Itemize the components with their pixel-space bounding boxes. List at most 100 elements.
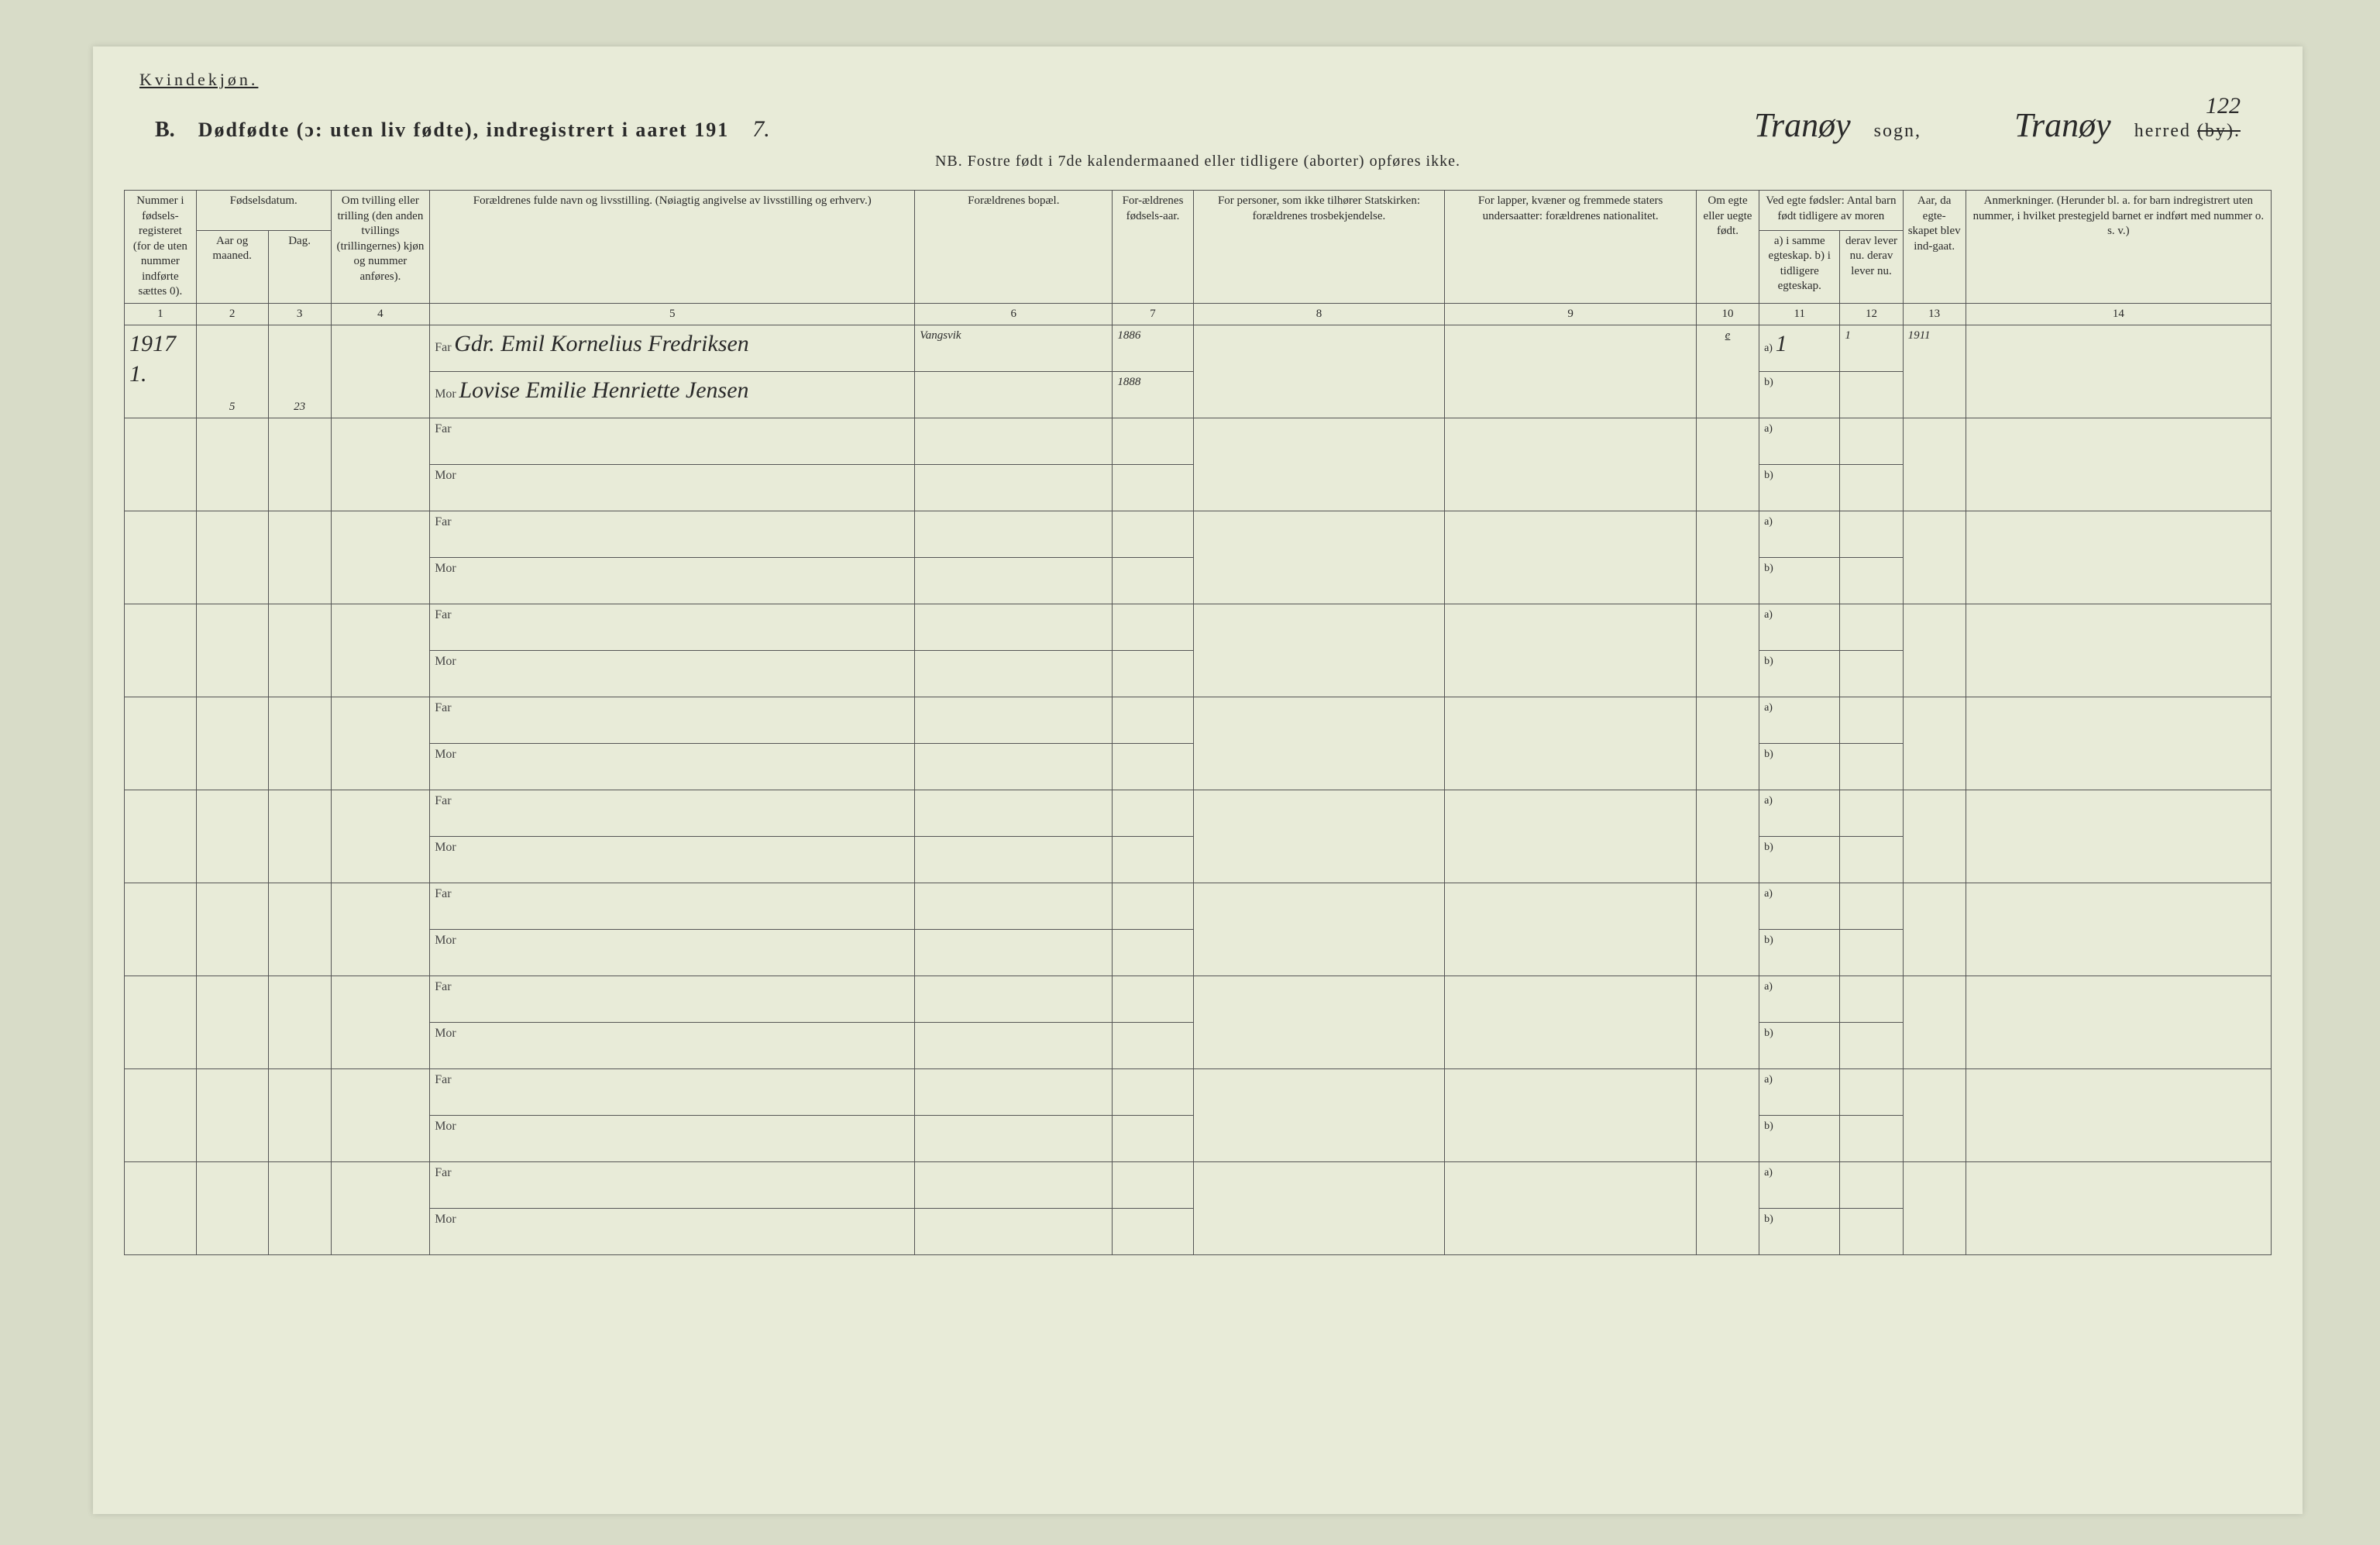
colnum-3: 3	[268, 303, 331, 325]
b-label: b)	[1764, 377, 1773, 388]
far-label: Far	[435, 887, 451, 900]
title-year-suffix: 7.	[752, 116, 770, 143]
far-label: Far	[435, 515, 451, 528]
blank-row: Far a)	[125, 1069, 2272, 1116]
col-1-header: Nummer i fødsels-registeret (for de uten…	[125, 191, 197, 304]
colnum-7: 7	[1113, 303, 1193, 325]
far-label: Far	[435, 701, 451, 714]
a-label: a)	[1764, 1074, 1773, 1086]
col-11-header: a) i samme egteskap. b) i tidligere egte…	[1759, 230, 1840, 303]
far-label: Far	[435, 794, 451, 807]
blank-row: Far a)	[125, 604, 2272, 651]
register-table: Nummer i fødsels-registeret (for de uten…	[124, 190, 2272, 1255]
entry-1-marriage-year: 1911	[1903, 325, 1966, 418]
entry-1-a-cell: a) 1	[1759, 325, 1840, 372]
entry-1-month: 5	[196, 325, 268, 418]
b-label: b)	[1764, 934, 1773, 946]
entry-1-mor-year: 1888	[1113, 372, 1193, 418]
blank-row: Far a)	[125, 790, 2272, 837]
entry-1-b-live	[1840, 372, 1903, 418]
entry-1-number: 1.	[129, 359, 191, 389]
title-row: B. Dødfødte (ɔ: uten liv fødte), indregi…	[124, 105, 2272, 145]
b-label: b)	[1764, 748, 1773, 760]
col-9-header: For lapper, kvæner og fremmede staters u…	[1445, 191, 1697, 304]
blank-row: Far a)	[125, 697, 2272, 744]
colnum-6: 6	[915, 303, 1113, 325]
a-label: a)	[1764, 609, 1773, 621]
b-label: b)	[1764, 470, 1773, 481]
a-label: a)	[1764, 342, 1773, 354]
far-label: Far	[435, 608, 451, 621]
a-label: a)	[1764, 516, 1773, 528]
col-13-header: Aar, da egte-skapet blev ind-gaat.	[1903, 191, 1966, 304]
colnum-1: 1	[125, 303, 197, 325]
entry-1-b-cell: b)	[1759, 372, 1840, 418]
a-label: a)	[1764, 888, 1773, 900]
colnum-14: 14	[1966, 303, 2271, 325]
b-label: b)	[1764, 656, 1773, 667]
entry-1-a-live: 1	[1840, 325, 1903, 372]
entry-1-a-count: 1	[1776, 331, 1787, 356]
herred-value: Tranøy	[2014, 105, 2111, 145]
mor-label: Mor	[435, 934, 456, 947]
nb-note: NB. Fostre født i 7de kalendermaaned ell…	[124, 153, 2272, 170]
blank-row: Far a)	[125, 418, 2272, 465]
colnum-9: 9	[1445, 303, 1697, 325]
a-label: a)	[1764, 1167, 1773, 1179]
sogn-value: Tranøy	[1754, 105, 1851, 145]
b-label: b)	[1764, 1213, 1773, 1225]
mor-label: Mor	[435, 562, 456, 575]
herred-struck: (by).	[2197, 121, 2241, 141]
section-letter: B.	[155, 118, 175, 143]
far-label: Far	[435, 341, 451, 354]
mor-label: Mor	[435, 841, 456, 854]
colnum-2: 2	[196, 303, 268, 325]
entry-1-far-cell: Far Gdr. Emil Kornelius Fredriksen	[430, 325, 915, 372]
b-label: b)	[1764, 1120, 1773, 1132]
col-4-header: Om tvilling eller trilling (den anden tv…	[331, 191, 430, 304]
mor-label: Mor	[435, 748, 456, 761]
entry-1-mor-name: Lovise Emilie Henriette Jensen	[459, 377, 749, 403]
colnum-11: 11	[1759, 303, 1840, 325]
table-body: 1917 1. 5 23 Far Gdr. Emil Kornelius Fre…	[125, 325, 2272, 1255]
entry-1-remarks	[1966, 325, 2271, 418]
herred-label: herred (by).	[2134, 121, 2241, 142]
entry-1-year: 1917	[129, 329, 191, 359]
col-8-header: For personer, som ikke tilhører Statskir…	[1193, 191, 1445, 304]
far-label: Far	[435, 422, 451, 435]
colnum-12: 12	[1840, 303, 1903, 325]
entry-1-tros	[1193, 325, 1445, 418]
entry-1-far-name: Gdr. Emil Kornelius Fredriksen	[454, 331, 749, 356]
blank-row: Far a)	[125, 1162, 2272, 1209]
mor-label: Mor	[435, 1027, 456, 1040]
table-header: Nummer i fødsels-registeret (for de uten…	[125, 191, 2272, 325]
blank-row: Far a)	[125, 976, 2272, 1023]
b-label: b)	[1764, 1027, 1773, 1039]
colnum-8: 8	[1193, 303, 1445, 325]
a-label: a)	[1764, 702, 1773, 714]
mor-label: Mor	[435, 387, 456, 401]
col-2-header: Aar og maaned.	[196, 230, 268, 303]
entry-1-bopael: Vangsvik	[915, 325, 1113, 372]
entry-1-nat	[1445, 325, 1697, 418]
entry-1-day: 23	[268, 325, 331, 418]
blank-row: Far a)	[125, 511, 2272, 558]
mor-label: Mor	[435, 469, 456, 482]
page-number: 122	[2206, 93, 2241, 119]
b-label: b)	[1764, 563, 1773, 574]
col-14-header: Anmerkninger. (Herunder bl. a. for barn …	[1966, 191, 2271, 304]
sogn-label: sogn,	[1874, 121, 1921, 142]
col-6-header: Forældrenes bopæl.	[915, 191, 1113, 304]
col-7-header: For-ældrenes fødsels-aar.	[1113, 191, 1193, 304]
register-page: Kvindekjøn. 122 B. Dødfødte (ɔ: uten liv…	[93, 46, 2303, 1514]
entry-1-far-year: 1886	[1113, 325, 1193, 372]
mor-label: Mor	[435, 655, 456, 668]
far-label: Far	[435, 1073, 451, 1086]
col-10-header: Om egte eller uegte født.	[1696, 191, 1759, 304]
col-11-12-group: Ved egte fødsler: Antal barn født tidlig…	[1759, 191, 1904, 231]
entry-1-num: 1917 1.	[125, 325, 197, 418]
a-label: a)	[1764, 795, 1773, 807]
far-label: Far	[435, 980, 451, 993]
colnum-10: 10	[1696, 303, 1759, 325]
col-5-header: Forældrenes fulde navn og livsstilling. …	[430, 191, 915, 304]
